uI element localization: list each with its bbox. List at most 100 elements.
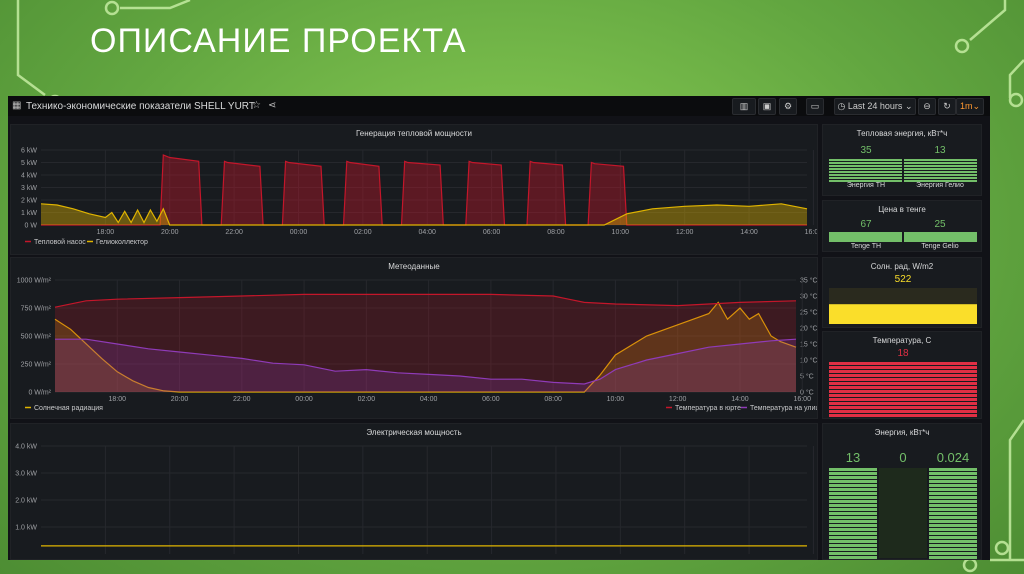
series-area: [55, 339, 796, 392]
gauge-segment: [829, 528, 877, 531]
chevron-down-icon: ⌄: [904, 101, 913, 111]
clock-icon: ◷: [837, 101, 846, 111]
gauge-segment: [829, 544, 877, 547]
gauge-segment: [829, 468, 877, 471]
y-tick-label: 3.0 kW: [15, 471, 37, 478]
panel-energy[interactable]: Энергия, кВт*ч 13 0 0.024: [822, 423, 982, 560]
add-panel-button[interactable]: ▥: [732, 98, 756, 115]
x-tick-label: 04:00: [418, 229, 436, 236]
zoom-out-button[interactable]: ⊖: [918, 98, 936, 115]
panel-meteo[interactable]: Метеоданные 0 W/m² 250 W/m² 500 W/m² 750 W/…: [10, 257, 818, 419]
panel-solar-radiation[interactable]: Солн. рад, W/m2 522: [822, 257, 982, 328]
star-icon[interactable]: ☆: [252, 100, 261, 111]
stat-value: 25: [934, 219, 946, 230]
gauge-segment: [829, 540, 877, 543]
time-picker[interactable]: ◷ Last 24 hours ⌄: [834, 98, 916, 115]
gauge-segment: [829, 508, 877, 511]
gauge-bars: [829, 232, 977, 242]
series-line: [54, 301, 797, 393]
gauge-segment: [829, 496, 877, 499]
legend-entry[interactable]: Солнечная радиация: [34, 405, 103, 412]
stat-value: 67: [860, 219, 872, 230]
gauge-segment: [829, 174, 902, 176]
y2-tick-label: 10 °C: [800, 357, 817, 365]
gauge-segment: [929, 512, 977, 515]
solar-gauge: [829, 288, 977, 324]
y-tick-label: 6 kW: [21, 148, 37, 155]
gauge-segment: [904, 159, 977, 161]
legend-entry[interactable]: Тепловой насос: [34, 238, 86, 246]
x-tick-label: 16:00: [793, 396, 811, 403]
x-tick-label: 06:00: [482, 396, 500, 403]
panel-title: Метеоданные: [388, 262, 440, 271]
slide-title: ОПИСАНИЕ ПРОЕКТА: [90, 22, 467, 60]
panel-heat-generation[interactable]: Генерация тепловой мощности 0 W 1 kW 2 kW 3…: [10, 124, 818, 255]
series-line: [54, 293, 797, 308]
dashboard-title[interactable]: Технико-экономические показатели SHELL Y…: [26, 101, 255, 112]
x-tick-label: 22:00: [225, 229, 243, 236]
gauge-segment: [829, 548, 877, 551]
panel-price[interactable]: Цена в тенге 67 25 Tenge TH Tenge Gelio: [822, 200, 982, 252]
y-tick-label: 2 kW: [21, 198, 37, 205]
series-area: [55, 302, 796, 392]
time-range-label: Last 24 hours: [847, 101, 903, 111]
tv-mode-button[interactable]: ▭: [806, 98, 824, 115]
stat-label: Энергия ТН: [846, 182, 886, 189]
meteo-chart: 0 W/m² 250 W/m² 500 W/m² 750 W/m² 1000 W/m² 0…: [17, 277, 817, 413]
x-tick-label: 14:00: [731, 396, 749, 403]
gauge-segment: [904, 168, 977, 170]
y-tick-label: 1 kW: [21, 210, 37, 217]
refresh-interval-picker[interactable]: 1m⌄: [956, 98, 984, 115]
x-tick-label: 14:00: [740, 229, 758, 236]
y-tick-label: 4 kW: [21, 173, 37, 180]
panel-title: Генерация тепловой мощности: [355, 129, 472, 138]
panel-title: Солн. рад, W/m2: [870, 262, 934, 271]
panel-title: Температура, С: [872, 336, 932, 345]
dashboard-grid-icon[interactable]: ▦: [12, 100, 22, 111]
refresh-interval-label: 1m: [959, 101, 973, 111]
series-line: [55, 338, 797, 385]
refresh-button[interactable]: ↻: [938, 98, 956, 115]
series-line: [40, 203, 808, 226]
panel-title: Электрическая мощность: [366, 428, 462, 437]
settings-button[interactable]: ⚙: [779, 98, 797, 115]
share-icon[interactable]: ⋖: [268, 100, 277, 111]
legend-entry[interactable]: Температура в юрте: [675, 405, 741, 412]
y2-tick-label: 0 °C: [800, 389, 814, 397]
gauge-segment: [829, 504, 877, 507]
gauge-segment: [929, 556, 977, 559]
legend-entry[interactable]: Температура на улице: [750, 405, 817, 412]
y-tick-label: 0 W/m²: [28, 390, 51, 397]
gauge-segment: [929, 548, 977, 551]
y-tick-label: 4.0 kW: [15, 444, 37, 451]
electric-power-chart: 1.0 kW 2.0 kW 3.0 kW 4.0 kW: [15, 444, 814, 554]
save-button[interactable]: ▣: [758, 98, 776, 115]
gauge-segment: [829, 500, 877, 503]
y-tick-label: 1000 W/m²: [17, 278, 52, 285]
gauge-segment: [929, 504, 977, 507]
refresh-icon: ↻: [943, 101, 951, 111]
gauge-segment: [829, 374, 977, 377]
series-area: [55, 294, 796, 392]
stat-value: 13: [845, 450, 861, 465]
gauge-segment: [829, 476, 877, 479]
x-tick-label: 20:00: [161, 229, 179, 236]
legend-entry[interactable]: Гелиоколлектор: [96, 239, 148, 246]
y2-tick-label: 30 °C: [800, 293, 817, 301]
y2-tick-label: 15 °C: [800, 341, 817, 349]
panel-heat-energy[interactable]: Тепловая энергия, кВт*ч 35 13 Энергия ТН…: [822, 124, 982, 196]
x-tick-label: 02:00: [354, 229, 372, 236]
gauge-segment: [904, 177, 977, 179]
stat-value: 0.024: [936, 450, 970, 465]
x-tick-label: 08:00: [544, 396, 562, 403]
gauge-segment: [929, 480, 977, 483]
gauge-segment: [829, 378, 977, 381]
gauge-segment: [829, 524, 877, 527]
panel-electric-power[interactable]: Электрическая мощность 1.0 kW 2.0 kW 3.0 k…: [10, 423, 818, 560]
x-tick-label: 04:00: [420, 396, 438, 403]
x-tick-label: 12:00: [676, 229, 694, 236]
gauge-segment: [829, 390, 977, 393]
gauge-segment: [929, 532, 977, 535]
gauge-segment: [929, 552, 977, 555]
panel-temperature[interactable]: Температура, С 18: [822, 331, 982, 419]
